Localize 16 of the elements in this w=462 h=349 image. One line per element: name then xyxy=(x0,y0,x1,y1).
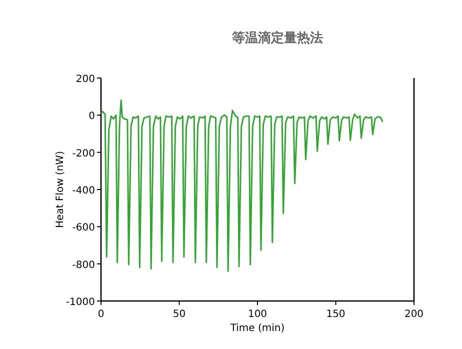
y-tick-label: -400 xyxy=(72,186,95,196)
y-tick-label: 200 xyxy=(76,74,95,85)
y-axis-title: Heat Flow (nW) xyxy=(55,150,66,228)
line-series xyxy=(100,100,384,272)
y-tick-label: -600 xyxy=(72,222,95,234)
chart-title: 等温滴定量热法 xyxy=(231,30,323,46)
y-tick-label: -200 xyxy=(72,148,95,160)
x-tick-label: 150 xyxy=(326,309,346,320)
x-tick-label: 50 xyxy=(172,309,186,320)
x-tick-label: 200 xyxy=(404,309,424,320)
x-tick-label: 0 xyxy=(98,309,104,320)
y-tick-label: -1000 xyxy=(66,297,95,308)
x-tick-label: 100 xyxy=(248,309,268,320)
y-tick-label: 0 xyxy=(88,111,95,122)
x-axis-title: Time (min) xyxy=(229,323,285,334)
y-tick-label: -800 xyxy=(72,260,95,271)
